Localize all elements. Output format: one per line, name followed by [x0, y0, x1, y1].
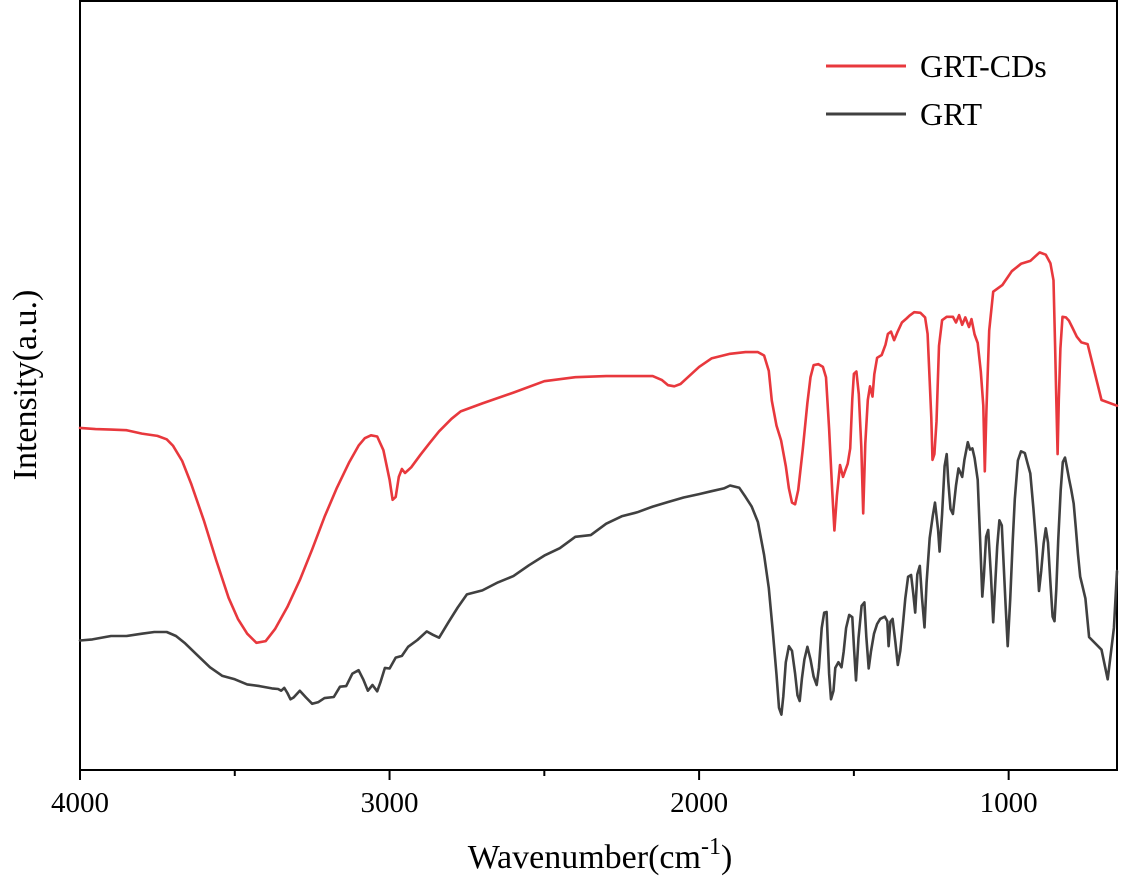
legend: GRT-CDs GRT [826, 48, 1047, 132]
y-axis-label: Intensity(a.u.) [7, 290, 44, 481]
x-tick-label: 2000 [670, 787, 728, 819]
x-axis-label-main: Wavenumber(cm [468, 839, 701, 876]
x-tick-label: 3000 [361, 787, 419, 819]
series-line-grt [78, 440, 1119, 716]
legend-label-grt: GRT [920, 96, 983, 132]
x-axis-label-sup: -1 [701, 834, 721, 860]
legend-label-grt-cds: GRT-CDs [920, 48, 1047, 84]
series-layer [78, 251, 1119, 716]
x-axis-label: Wavenumber(cm-1) [468, 834, 733, 876]
x-tick-label: 4000 [51, 787, 109, 819]
plot-frame [79, 0, 1118, 771]
series-line-grt-cds [78, 251, 1119, 645]
x-tick-label: 1000 [980, 787, 1038, 819]
x-axis-label-close: ) [721, 839, 732, 876]
x-axis: 4000 3000 2000 1000 [51, 770, 1038, 819]
